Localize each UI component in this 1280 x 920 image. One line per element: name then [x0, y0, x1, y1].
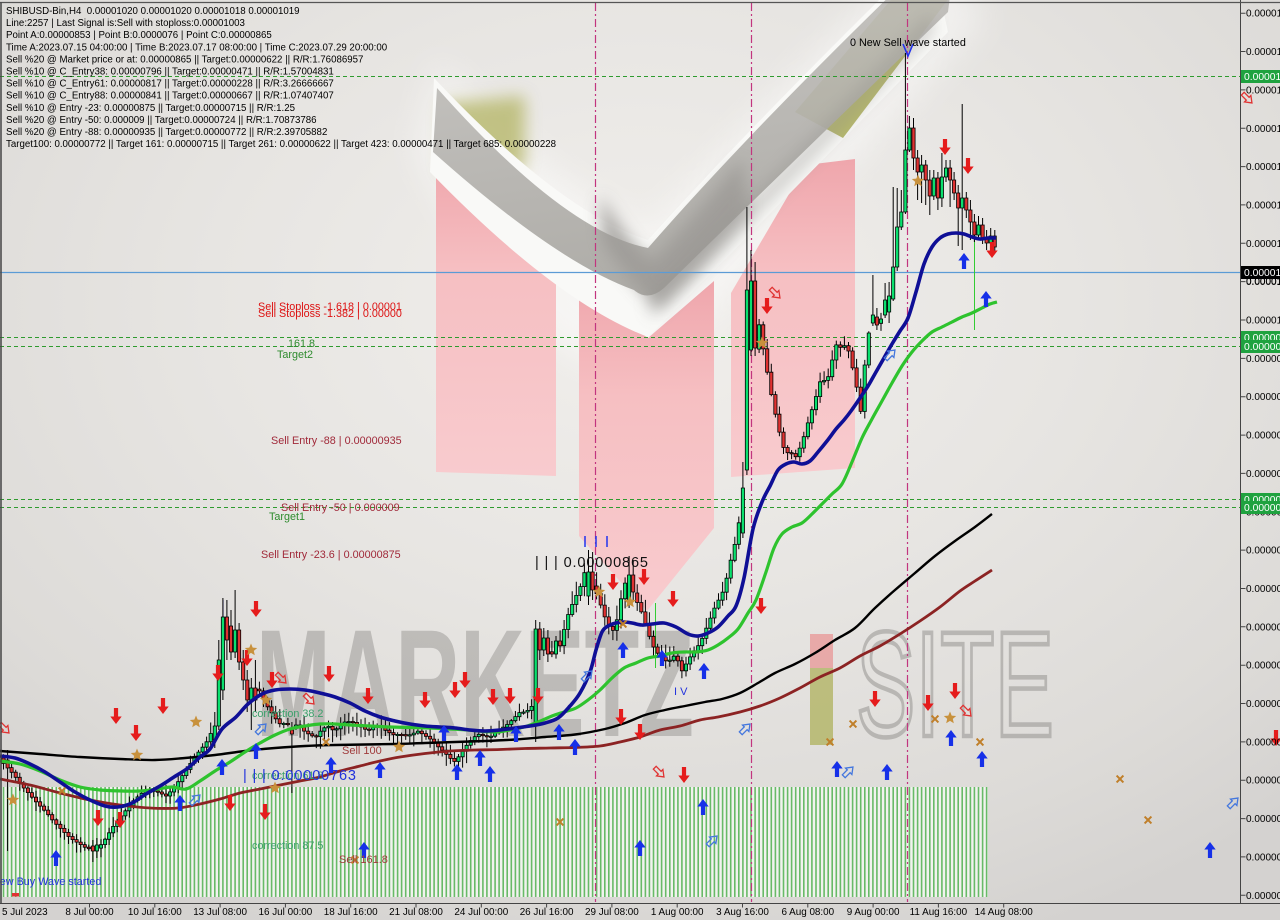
svg-text:| | | 0.00000865: | | | 0.00000865 — [535, 555, 648, 571]
svg-text:New Buy Wave started: New Buy Wave started — [0, 876, 101, 888]
svg-text:161.8: 161.8 — [288, 338, 315, 350]
svg-text:0.00001160: 0.00001160 — [1246, 9, 1280, 20]
svg-text:0.00001000: 0.00001000 — [1246, 316, 1280, 327]
svg-text:0.00001040: 0.00001040 — [1246, 239, 1280, 250]
svg-text:Target1: Target1 — [269, 511, 305, 523]
svg-text:0.00000940: 0.00000940 — [1246, 431, 1280, 442]
svg-text:Target100: 0.00000772 || Targe: Target100: 0.00000772 || Target 161: 0.0… — [6, 139, 556, 150]
svg-text:0.00000860: 0.00000860 — [1246, 584, 1280, 595]
svg-text:0.00000760: 0.00000760 — [1246, 776, 1280, 787]
svg-text:0.00001080: 0.00001080 — [1246, 162, 1280, 173]
svg-text:18 Jul 16:00: 18 Jul 16:00 — [324, 907, 378, 918]
svg-text:SHIBUSD-Bin,H4 0.00001020 0.0: SHIBUSD-Bin,H4 0.00001020 0.00001020 0.0… — [6, 6, 300, 17]
svg-text:Sell %10 @ C_Entry61: 0.000008: Sell %10 @ C_Entry61: 0.00000817 || Targ… — [6, 79, 334, 90]
svg-text:5 Jul 2023: 5 Jul 2023 — [2, 907, 48, 918]
svg-text:Sell Entry -23.6 | 0.00000875: Sell Entry -23.6 | 0.00000875 — [261, 549, 401, 561]
svg-text:Sell Entry -50 | 0.000009: Sell Entry -50 | 0.000009 — [281, 502, 400, 514]
svg-text:0.00000700: 0.00000700 — [1246, 891, 1280, 902]
svg-text:0.00000980: 0.00000980 — [1246, 354, 1280, 365]
svg-text:Point A:0.00000853 | Point B:0: Point A:0.00000853 | Point B:0.0000076 |… — [6, 30, 272, 41]
svg-text:10 Jul 16:00: 10 Jul 16:00 — [128, 907, 182, 918]
svg-text:Sell 161.8: Sell 161.8 — [339, 854, 388, 866]
svg-text:Sell Entry -88 | 0.00000935: Sell Entry -88 | 0.00000935 — [271, 435, 402, 447]
svg-text:0.00001060: 0.00001060 — [1246, 200, 1280, 211]
svg-text:0.00000880: 0.00000880 — [1246, 546, 1280, 557]
svg-text:0.00000960: 0.00000960 — [1246, 392, 1280, 403]
svg-text:Sell %20 @ Entry -50: 0.000009: Sell %20 @ Entry -50: 0.000009 || Target… — [6, 115, 317, 126]
svg-text:correction 61.8: correction 61.8 — [252, 770, 323, 782]
svg-text:Sell %10 @ Entry -23: 0.000008: Sell %10 @ Entry -23: 0.00000875 || Targ… — [6, 103, 295, 114]
svg-text:14 Aug 08:00: 14 Aug 08:00 — [975, 907, 1034, 918]
svg-text:0.00000720: 0.00000720 — [1246, 852, 1280, 863]
svg-text:0.00000800: 0.00000800 — [1246, 699, 1280, 710]
svg-text:Sell %10 @ C_Entry88: 0.000008: Sell %10 @ C_Entry88: 0.00000841 || Targ… — [6, 91, 334, 102]
svg-text:Target2: Target2 — [277, 349, 313, 361]
svg-text:1 Aug 00:00: 1 Aug 00:00 — [651, 907, 704, 918]
svg-text:29 Jul 08:00: 29 Jul 08:00 — [585, 907, 639, 918]
svg-text:0.00001120: 0.00001120 — [1246, 85, 1280, 96]
svg-text:Sell %10 @ C_Entry38: 0.000007: Sell %10 @ C_Entry38: 0.00000796 || Targ… — [6, 67, 334, 78]
svg-text:Line:2257 | Last Signal is:Sel: Line:2257 | Last Signal is:Sell with sto… — [6, 18, 245, 29]
svg-text:correction 87.5: correction 87.5 — [252, 840, 323, 852]
svg-text:6 Aug 08:00: 6 Aug 08:00 — [781, 907, 834, 918]
svg-text:0.00000920: 0.00000920 — [1246, 469, 1280, 480]
svg-text:0.00001019: 0.00001019 — [1244, 268, 1280, 279]
svg-text:0.00000: 0.00000 — [1244, 503, 1280, 514]
svg-text:0.00000: 0.00000 — [1244, 333, 1280, 344]
svg-text:8 Jul 00:00: 8 Jul 00:00 — [65, 907, 114, 918]
svg-text:13 Jul 08:00: 13 Jul 08:00 — [193, 907, 247, 918]
svg-text:Sell Stoploss -1.618 | 0.00001: Sell Stoploss -1.618 | 0.00001 — [258, 301, 402, 313]
svg-text:0.00000780: 0.00000780 — [1246, 737, 1280, 748]
svg-text:0 New Sell wave started: 0 New Sell wave started — [850, 37, 966, 49]
svg-text:16 Jul 00:00: 16 Jul 00:00 — [258, 907, 312, 918]
svg-text:21 Jul 08:00: 21 Jul 08:00 — [389, 907, 443, 918]
svg-text:correction 38.2: correction 38.2 — [252, 708, 323, 720]
svg-text:| | | 0.00000763: | | | 0.00000763 — [243, 768, 356, 784]
svg-text:0.00000740: 0.00000740 — [1246, 814, 1280, 825]
svg-text:0.00001020: 0.00001020 — [1246, 277, 1280, 288]
svg-text:0.00001140: 0.00001140 — [1246, 47, 1280, 58]
svg-text:Sell %20 @ Market price or at:: Sell %20 @ Market price or at: 0.0000086… — [6, 54, 363, 65]
svg-text:0.00000840: 0.00000840 — [1246, 622, 1280, 633]
svg-text:I V: I V — [674, 686, 688, 698]
svg-text:0.00000: 0.00000 — [1244, 495, 1280, 506]
svg-text:3 Aug 16:00: 3 Aug 16:00 — [716, 907, 769, 918]
svg-text:0.00001100: 0.00001100 — [1246, 124, 1280, 135]
svg-text:24 Jul 00:00: 24 Jul 00:00 — [454, 907, 508, 918]
svg-text:Sell Stoploss -1.382 | 0.00000: Sell Stoploss -1.382 | 0.00000 — [258, 308, 402, 320]
svg-text:Time A:2023.07.15 04:00:00 | T: Time A:2023.07.15 04:00:00 | Time B:2023… — [6, 42, 388, 53]
svg-text:26 Jul 16:00: 26 Jul 16:00 — [520, 907, 574, 918]
svg-text:0.00001020: 0.00001020 — [1246, 277, 1280, 288]
svg-text:9 Aug 00:00: 9 Aug 00:00 — [847, 907, 900, 918]
svg-text:Sell 100: Sell 100 — [342, 745, 382, 757]
svg-text:0.00001159: 0.00001159 — [1244, 72, 1280, 83]
svg-text:0.00000: 0.00000 — [1244, 342, 1280, 353]
svg-text:Sell %20 @ Entry -88: 0.000009: Sell %20 @ Entry -88: 0.00000935 || Targ… — [6, 127, 327, 138]
svg-text:0.00000820: 0.00000820 — [1246, 661, 1280, 672]
svg-text:11 Aug 16:00: 11 Aug 16:00 — [910, 907, 968, 918]
